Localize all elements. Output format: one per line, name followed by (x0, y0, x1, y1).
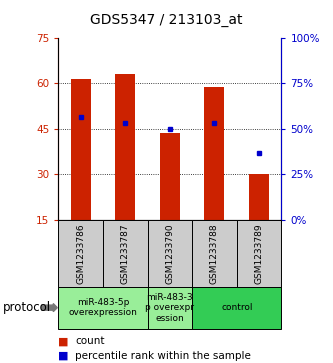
Bar (115, 74, 135, 220)
Text: miR-483-3
p overexpr
ession: miR-483-3 p overexpr ession (145, 293, 194, 323)
Text: GSM1233788: GSM1233788 (210, 223, 219, 284)
Text: GSM1233789: GSM1233789 (254, 223, 264, 284)
Bar (249, 174, 269, 220)
Bar (204, 86, 224, 220)
Text: miR-483-5p
overexpression: miR-483-5p overexpression (69, 298, 137, 317)
Text: count: count (75, 336, 105, 346)
Text: GDS5347 / 213103_at: GDS5347 / 213103_at (90, 13, 243, 27)
Text: GSM1233787: GSM1233787 (121, 223, 130, 284)
Bar (160, 133, 180, 220)
Text: GSM1233786: GSM1233786 (76, 223, 85, 284)
Bar (71, 79, 91, 220)
Text: ■: ■ (58, 351, 69, 361)
Text: GSM1233790: GSM1233790 (165, 223, 174, 284)
Text: ■: ■ (58, 336, 69, 346)
Text: control: control (221, 303, 252, 312)
Text: percentile rank within the sample: percentile rank within the sample (75, 351, 251, 361)
Text: protocol: protocol (3, 301, 52, 314)
